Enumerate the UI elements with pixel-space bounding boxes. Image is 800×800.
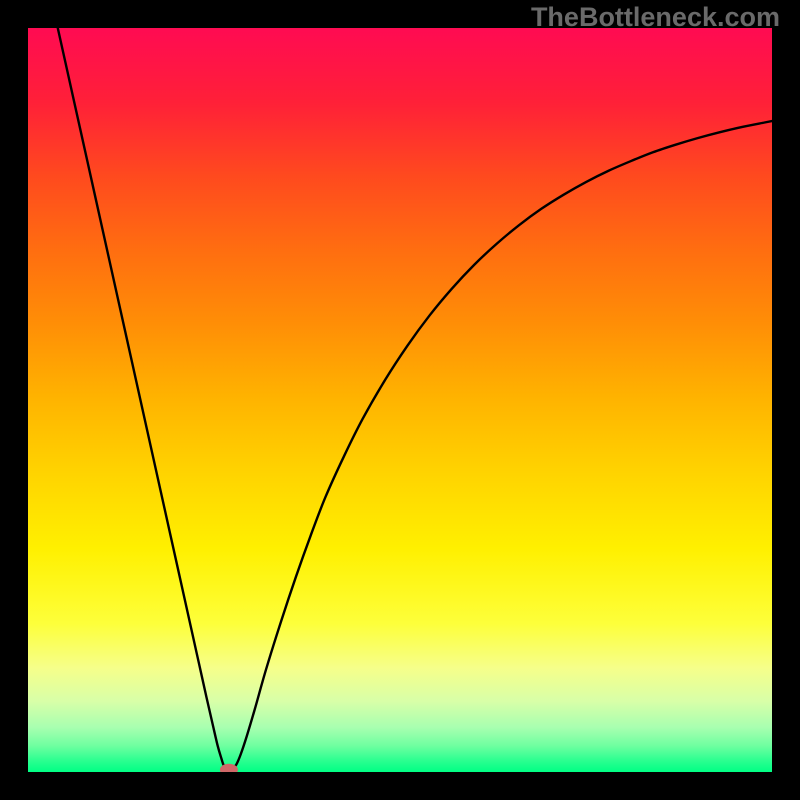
plot-area (28, 28, 772, 772)
chart-frame: TheBottleneck.com (0, 0, 800, 800)
watermark-text: TheBottleneck.com (531, 2, 780, 33)
plot-svg (28, 28, 772, 772)
